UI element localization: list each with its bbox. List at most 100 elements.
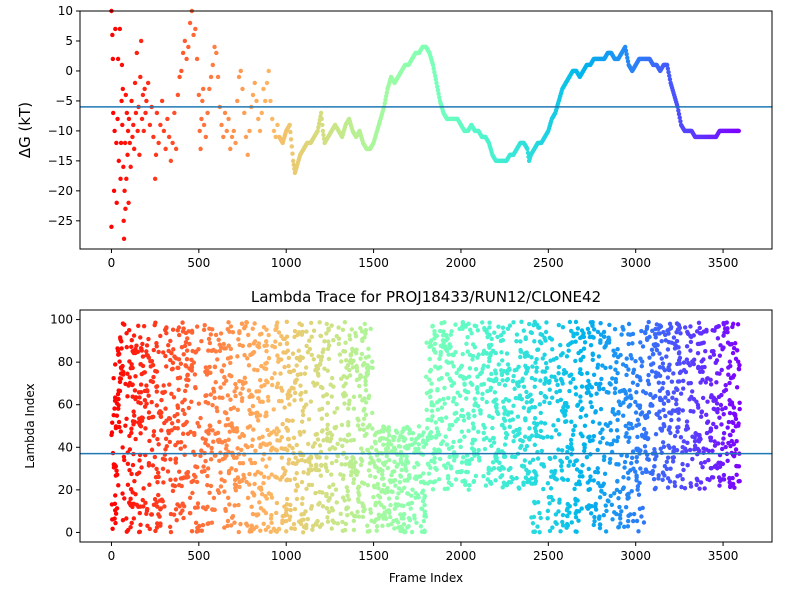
lambda-point [466, 428, 471, 434]
lambda-point [427, 356, 432, 362]
lambda-point [735, 322, 741, 327]
lambda-point [447, 422, 453, 428]
free-energy-point [124, 176, 129, 182]
lambda-point [157, 409, 163, 414]
lambda-point [634, 454, 639, 460]
lambda-point [459, 429, 465, 434]
lambda-point [182, 475, 188, 480]
free-energy-point [250, 92, 256, 98]
lambda-point [706, 448, 712, 454]
lambda-point [174, 517, 179, 523]
lambda-point [607, 381, 612, 386]
lambda-point [140, 415, 145, 421]
lambda-point [565, 477, 571, 483]
lambda-point [356, 490, 361, 495]
lambda-point [467, 483, 472, 488]
lambda-point [687, 447, 693, 453]
lambda-point [340, 519, 345, 525]
lambda-point [542, 335, 547, 341]
lambda-point [370, 410, 375, 416]
lambda-point [235, 475, 241, 480]
lambda-point [154, 500, 159, 505]
free-energy-point [121, 236, 127, 242]
lambda-point [351, 527, 357, 533]
lambda-point [111, 376, 116, 381]
lambda-point [719, 392, 724, 398]
lambda-point [242, 475, 247, 481]
lambda-point [481, 348, 487, 354]
lambda-point [386, 425, 391, 430]
lambda-point [623, 363, 629, 369]
lambda-point [534, 473, 539, 478]
lambda-point [545, 508, 551, 514]
lambda-point [366, 468, 372, 473]
lambda-point [170, 360, 176, 366]
lambda-point [569, 372, 574, 377]
lambda-point [342, 390, 347, 396]
lambda-point [324, 321, 329, 327]
lambda-point [692, 447, 697, 452]
free-energy-point [432, 69, 437, 75]
lambda-point [235, 407, 240, 413]
lambda-point [451, 399, 456, 404]
lambda-point [245, 495, 251, 501]
lambda-point [385, 465, 391, 471]
lambda-point [553, 428, 559, 433]
lambda-point [410, 442, 415, 447]
lambda-point [236, 529, 241, 535]
lambda-point [309, 482, 315, 488]
lambda-point [684, 448, 689, 454]
free-energy-point [208, 74, 214, 80]
lambda-point [342, 437, 347, 443]
free-energy-point [119, 98, 124, 104]
lambda-point [718, 402, 724, 408]
lambda-point [591, 372, 597, 377]
lambda-point [648, 392, 653, 398]
lambda-point [490, 415, 495, 421]
lambda-point [467, 366, 473, 371]
lambda-point [162, 389, 168, 395]
lambda-point [226, 320, 231, 325]
lambda-point [259, 363, 264, 369]
lambda-point [120, 363, 125, 369]
lambda-point [566, 342, 571, 348]
lambda-point [214, 405, 219, 410]
lambda-point [158, 333, 163, 339]
lambda-point [365, 529, 370, 534]
free-energy-point [235, 98, 240, 104]
free-energy-point [114, 140, 119, 146]
lambda-point [263, 527, 269, 533]
lambda-point [598, 340, 603, 345]
lambda-point [138, 335, 143, 340]
lambda-point [362, 507, 367, 512]
lambda-point [309, 334, 314, 340]
lambda-point [473, 323, 479, 329]
lambda-point [586, 330, 592, 336]
free-energy-point [199, 116, 204, 122]
lambda-point [197, 528, 202, 533]
lambda-point [615, 479, 620, 484]
lambda-point [184, 348, 190, 353]
lambda-point [274, 500, 280, 506]
lambda-point [661, 401, 667, 406]
lambda-point [153, 528, 158, 534]
lambda-point [205, 521, 210, 527]
lambda-point [419, 433, 425, 438]
lambda-point [435, 400, 440, 405]
lambda-point [692, 439, 698, 444]
lambda-point [522, 458, 528, 463]
lambda-point [286, 363, 291, 369]
lambda-point [217, 437, 222, 442]
lambda-point [382, 511, 387, 517]
lambda-point [269, 472, 274, 477]
lambda-point [333, 424, 339, 430]
lambda-point [228, 360, 233, 366]
lambda-point [600, 363, 605, 368]
lambda-point [708, 429, 713, 434]
lambda-point [591, 327, 597, 332]
lambda-point [533, 360, 538, 365]
lambda-point [560, 512, 566, 518]
lambda-point [209, 445, 214, 451]
lambda-point [601, 512, 606, 518]
lambda-point [125, 394, 130, 399]
